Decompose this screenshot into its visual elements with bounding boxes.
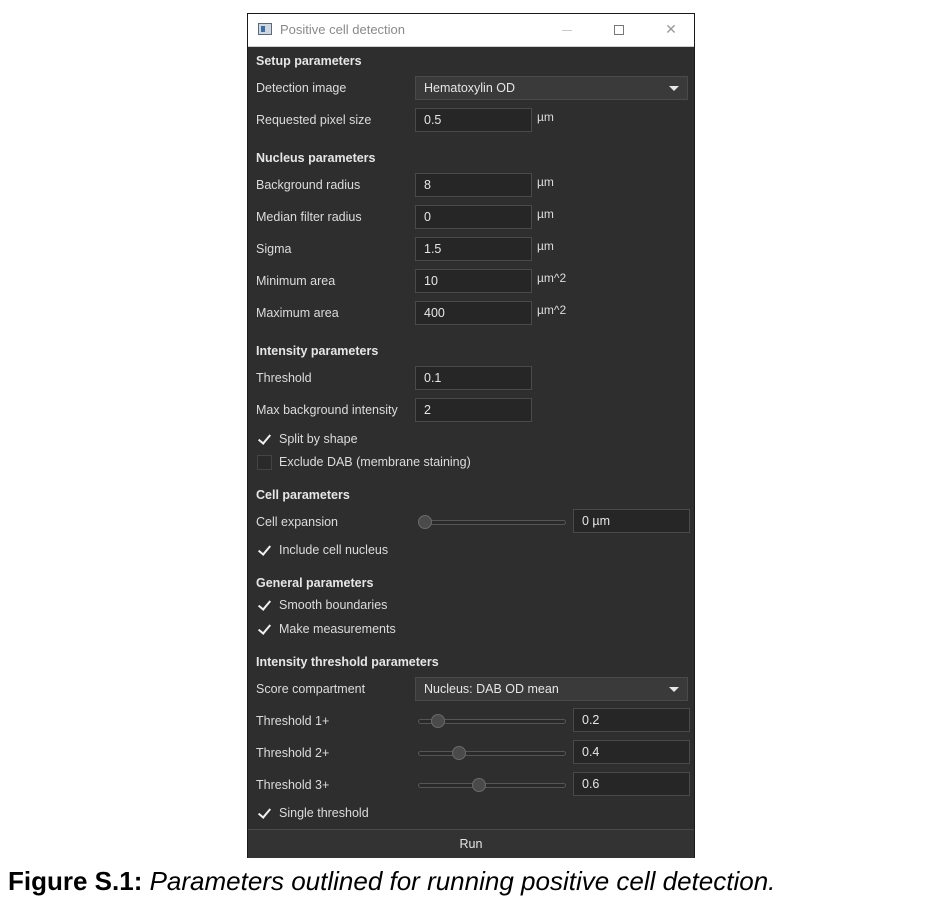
setup-heading: Setup parameters: [256, 54, 362, 68]
pixel-size-unit: µm: [537, 110, 554, 124]
run-button[interactable]: Run: [248, 829, 694, 858]
threshold-1-slider-track[interactable]: [418, 719, 566, 724]
threshold-1-label: Threshold 1+: [256, 714, 330, 728]
pixel-size-label: Requested pixel size: [256, 113, 372, 127]
threshold-1-input[interactable]: 0.2: [573, 708, 690, 732]
window-title: Positive cell detection: [280, 22, 406, 37]
score-compartment-value: Nucleus: DAB OD mean: [424, 682, 559, 696]
exclude-dab-label: Exclude DAB (membrane staining): [279, 455, 471, 469]
minimize-icon: [562, 29, 572, 31]
max-background-label: Max background intensity: [256, 403, 398, 417]
caption-label: Figure S.1:: [8, 866, 143, 896]
app-icon: [258, 23, 272, 35]
figure-caption: Figure S.1: Parameters outlined for runn…: [8, 866, 775, 897]
chevron-down-icon: [669, 86, 679, 91]
threshold-2-input[interactable]: 0.4: [573, 740, 690, 764]
include-cell-nucleus-checkbox[interactable]: [257, 543, 272, 558]
smooth-boundaries-checkbox[interactable]: [257, 598, 272, 613]
threshold-3-slider-handle[interactable]: [471, 778, 486, 792]
threshold-params-heading: Intensity threshold parameters: [256, 655, 439, 669]
sigma-label: Sigma: [256, 242, 292, 256]
pixel-size-input[interactable]: 0.5: [415, 108, 532, 132]
score-compartment-select[interactable]: Nucleus: DAB OD mean: [415, 677, 688, 701]
maximum-area-unit: µm^2: [537, 303, 567, 317]
minimum-area-input[interactable]: 10: [415, 269, 532, 293]
detection-image-label: Detection image: [256, 81, 347, 95]
sigma-unit: µm: [537, 239, 554, 253]
positive-cell-detection-window: Positive cell detection ✕ Setup paramete…: [247, 13, 695, 858]
smooth-boundaries-label: Smooth boundaries: [279, 598, 388, 612]
cell-expansion-input[interactable]: 0 µm: [573, 509, 690, 533]
threshold-input[interactable]: 0.1: [415, 366, 532, 390]
threshold-2-slider-handle[interactable]: [451, 746, 466, 760]
single-threshold-label: Single threshold: [279, 806, 369, 820]
median-filter-label: Median filter radius: [256, 210, 362, 224]
threshold-2-label: Threshold 2+: [256, 746, 330, 760]
single-threshold-checkbox[interactable]: [257, 806, 272, 821]
split-by-shape-checkbox[interactable]: [257, 432, 272, 447]
make-measurements-checkbox[interactable]: [257, 622, 272, 637]
minimize-button[interactable]: [544, 14, 590, 46]
threshold-3-slider-track[interactable]: [418, 783, 566, 788]
chevron-down-icon: [669, 687, 679, 692]
maximum-area-label: Maximum area: [256, 306, 339, 320]
intensity-heading: Intensity parameters: [256, 344, 379, 358]
minimum-area-unit: µm^2: [537, 271, 567, 285]
maximize-icon: [614, 25, 624, 35]
sigma-input[interactable]: 1.5: [415, 237, 532, 261]
include-cell-nucleus-label: Include cell nucleus: [279, 543, 389, 557]
threshold-2-slider-track[interactable]: [418, 751, 566, 756]
threshold-1-slider-handle[interactable]: [431, 714, 446, 728]
cell-expansion-slider-track[interactable]: [418, 520, 566, 525]
detection-image-value: Hematoxylin OD: [424, 81, 515, 95]
cell-expansion-label: Cell expansion: [256, 515, 338, 529]
general-heading: General parameters: [256, 576, 374, 590]
maximum-area-input[interactable]: 400: [415, 301, 532, 325]
close-icon: ✕: [665, 22, 677, 38]
max-background-input[interactable]: 2: [415, 398, 532, 422]
background-radius-label: Background radius: [256, 178, 361, 192]
threshold-3-input[interactable]: 0.6: [573, 772, 690, 796]
median-filter-input[interactable]: 0: [415, 205, 532, 229]
caption-text: Parameters outlined for running positive…: [149, 866, 776, 896]
nucleus-heading: Nucleus parameters: [256, 151, 376, 165]
cell-expansion-slider-handle[interactable]: [418, 515, 432, 529]
cell-heading: Cell parameters: [256, 488, 350, 502]
median-filter-unit: µm: [537, 207, 554, 221]
make-measurements-label: Make measurements: [279, 622, 396, 636]
exclude-dab-checkbox[interactable]: [257, 455, 272, 470]
close-button[interactable]: ✕: [648, 14, 694, 46]
threshold-label: Threshold: [256, 371, 312, 385]
split-by-shape-label: Split by shape: [279, 432, 358, 446]
score-compartment-label: Score compartment: [256, 682, 366, 696]
threshold-3-label: Threshold 3+: [256, 778, 330, 792]
background-radius-input[interactable]: 8: [415, 173, 532, 197]
maximize-button[interactable]: [596, 14, 642, 46]
background-radius-unit: µm: [537, 175, 554, 189]
minimum-area-label: Minimum area: [256, 274, 336, 288]
title-bar[interactable]: Positive cell detection ✕: [248, 14, 694, 47]
detection-image-select[interactable]: Hematoxylin OD: [415, 76, 688, 100]
